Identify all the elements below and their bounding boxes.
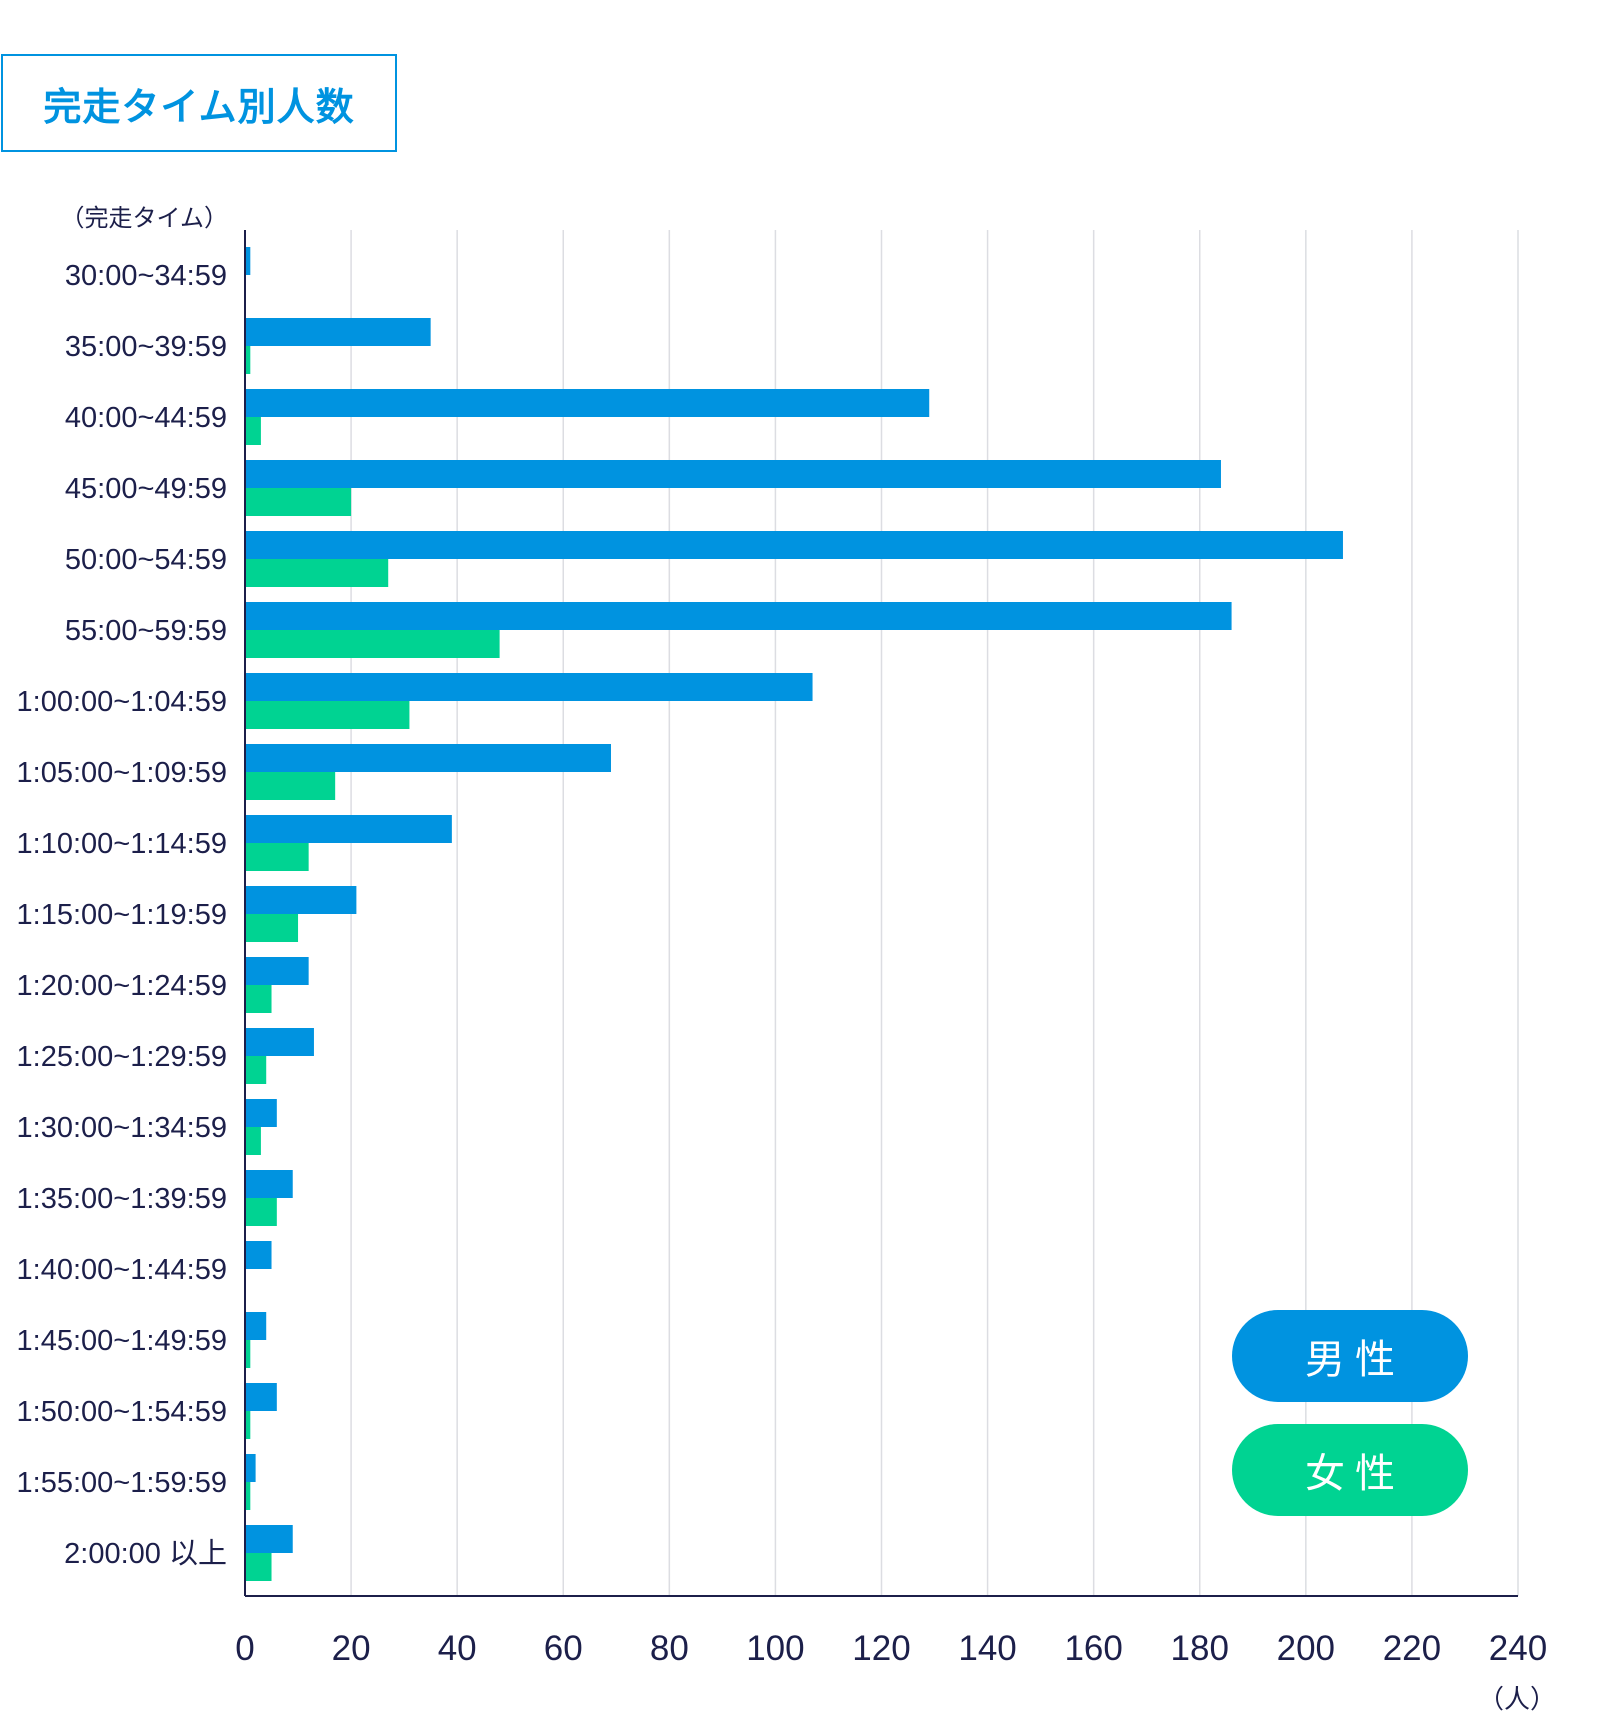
x-tick-label: 80 [650, 1629, 689, 1668]
bar-male [245, 531, 1343, 559]
x-tick-label: 160 [1064, 1629, 1122, 1668]
legend-female: 女性 [1232, 1424, 1468, 1516]
bar-male [245, 886, 357, 914]
bar-male [245, 673, 813, 701]
bar-male [245, 1241, 272, 1269]
bar-male [245, 957, 309, 985]
bar-male [245, 602, 1232, 630]
y-tick-label: 1:10:00~1:14:59 [17, 828, 227, 860]
bar-male [245, 318, 431, 346]
bar-male [245, 1099, 277, 1127]
y-axis-title: （完走タイム） [60, 204, 228, 232]
bar-male [245, 1383, 277, 1411]
y-tick-label: 1:25:00~1:29:59 [17, 1041, 227, 1073]
bar-female [245, 843, 309, 871]
bar-female [245, 1482, 251, 1510]
bar-male [245, 1312, 267, 1340]
bar-female [245, 559, 389, 587]
y-tick-label: 1:40:00~1:44:59 [17, 1254, 227, 1286]
axes [244, 230, 1518, 1597]
bars [245, 247, 1343, 1581]
y-tick-label: 35:00~39:59 [65, 331, 227, 363]
y-tick-label: 50:00~54:59 [65, 544, 227, 576]
y-tick-label: 1:45:00~1:49:59 [17, 1325, 227, 1357]
x-tick-label: 0 [235, 1629, 254, 1668]
bar-female [245, 1553, 272, 1581]
x-tick-label: 220 [1383, 1629, 1441, 1668]
x-tick-labels: 0 20 40 60 80 100 120 140 160 180 200 220 240 [235, 1629, 1547, 1668]
bar-male [245, 1170, 293, 1198]
y-tick-label: 45:00~49:59 [65, 473, 227, 505]
x-tick-label: 20 [332, 1629, 371, 1668]
y-tick-label: 1:15:00~1:19:59 [17, 899, 227, 931]
y-tick-labels: 30:00~34:59 35:00~39:59 40:00~44:59 45:00~4… [17, 260, 227, 1570]
y-tick-label: 1:50:00~1:54:59 [17, 1396, 227, 1428]
y-tick-label: 30:00~34:59 [65, 260, 227, 292]
x-tick-label: 120 [852, 1629, 910, 1668]
x-tick-label: 60 [544, 1629, 583, 1668]
bar-female [245, 1056, 267, 1084]
x-axis-unit: （人） [1478, 1685, 1556, 1715]
bar-female [245, 1198, 277, 1226]
legend-male: 男性 [1232, 1310, 1468, 1402]
bar-male [245, 744, 611, 772]
gridlines [350, 230, 1519, 1596]
bar-male [245, 389, 930, 417]
x-tick-label: 180 [1171, 1629, 1229, 1668]
y-tick-label: 1:00:00~1:04:59 [17, 686, 227, 718]
bar-female [245, 417, 261, 445]
y-tick-label: 1:20:00~1:24:59 [17, 970, 227, 1002]
bar-male [245, 1028, 314, 1056]
bar-female [245, 1127, 261, 1155]
bar-female [245, 914, 299, 942]
legend-male-label: 男性 [1305, 1337, 1405, 1383]
bar-male [245, 247, 251, 275]
y-tick-label: 1:30:00~1:34:59 [17, 1112, 227, 1144]
bar-male [245, 460, 1221, 488]
y-tick-label: 1:35:00~1:39:59 [17, 1183, 227, 1215]
y-tick-label: 1:55:00~1:59:59 [17, 1467, 227, 1499]
bar-female [245, 985, 272, 1013]
x-tick-label: 140 [958, 1629, 1016, 1668]
x-tick-label: 40 [438, 1629, 477, 1668]
bar-female [245, 488, 352, 516]
y-tick-label: 1:05:00~1:09:59 [17, 757, 227, 789]
bar-female [245, 346, 251, 374]
chart-title: 完走タイム別人数 [43, 84, 355, 129]
y-tick-label: 40:00~44:59 [65, 402, 227, 434]
chart-title-box: 完走タイム別人数 [1, 54, 397, 152]
bar-female [245, 701, 410, 729]
x-tick-label: 200 [1277, 1629, 1335, 1668]
bar-male [245, 815, 452, 843]
bar-female [245, 1411, 251, 1439]
legend-female-label: 女性 [1305, 1451, 1405, 1497]
bar-male [245, 1525, 293, 1553]
bar-female [245, 772, 336, 800]
y-tick-label: 55:00~59:59 [65, 615, 227, 647]
bar-female [245, 1340, 251, 1368]
bar-male [245, 1454, 256, 1482]
y-tick-label: 2:00:00 以上 [64, 1538, 227, 1570]
x-tick-label: 100 [746, 1629, 804, 1668]
x-tick-label: 240 [1489, 1629, 1547, 1668]
bar-female [245, 630, 500, 658]
